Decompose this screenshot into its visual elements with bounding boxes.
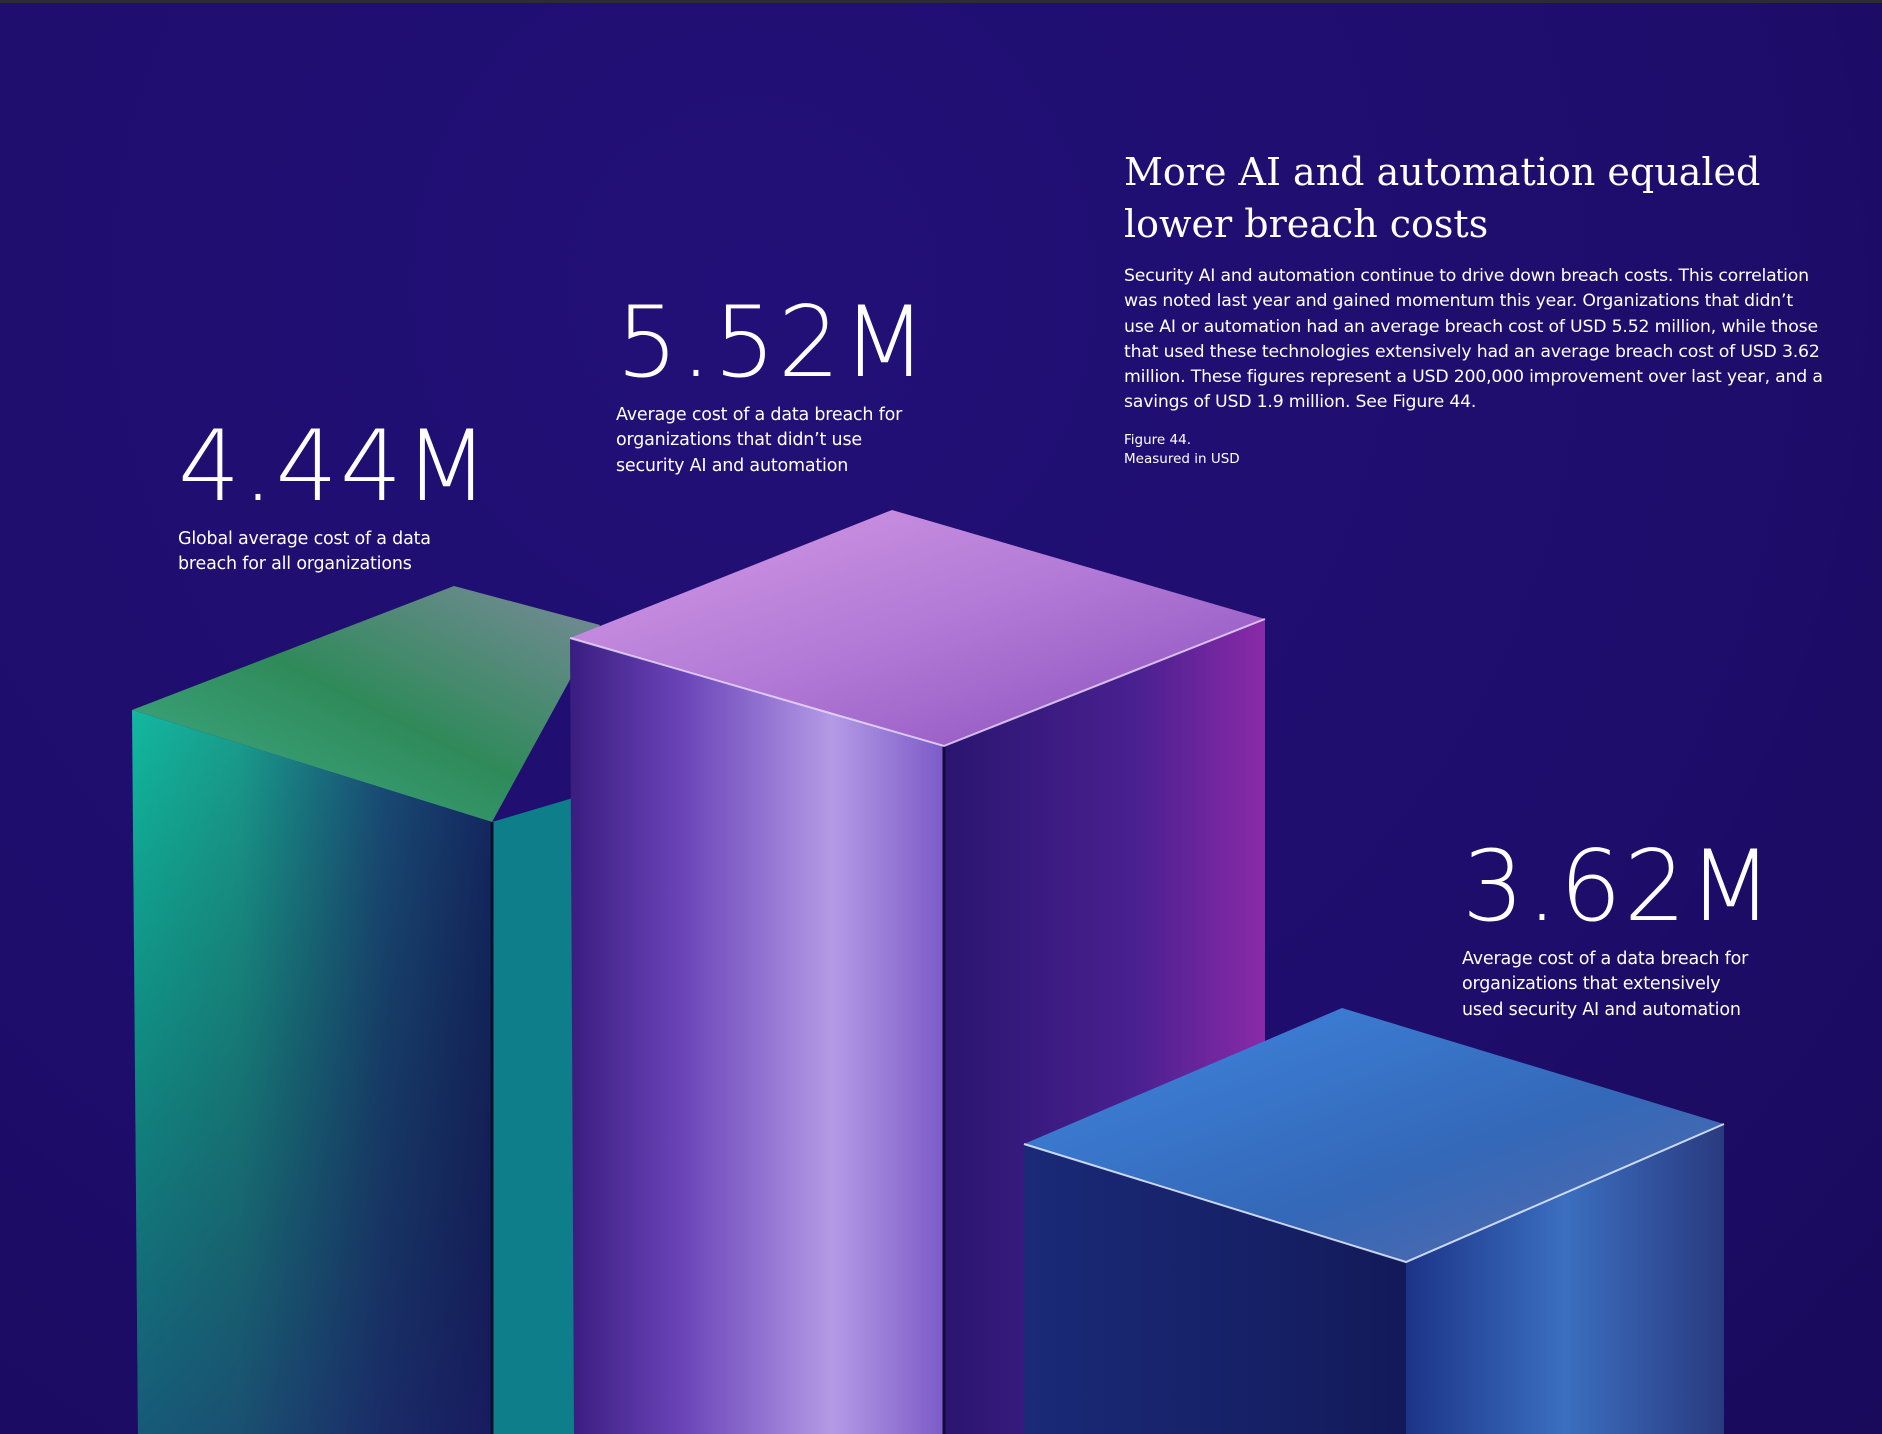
stat-no-ai: 5.52M Average cost of a data breach for … xyxy=(616,293,929,479)
bar-global-average xyxy=(132,586,600,1434)
bar-no-ai-left xyxy=(570,638,944,1434)
bar-extensive-ai-top xyxy=(1024,1008,1724,1262)
page-title: More AI and automation equaled lower bre… xyxy=(1124,150,1761,246)
bar-extensive-ai-left xyxy=(1024,1144,1406,1434)
stat-value: 5.52M xyxy=(616,286,929,400)
bar-global-top xyxy=(132,586,600,822)
stat-extensive-ai: 3.62M Average cost of a data breach for … xyxy=(1462,837,1775,1023)
bar-extensive-ai xyxy=(1023,1008,1725,1434)
bar-extensive-ai-top-edge xyxy=(1023,1123,1725,1264)
figure-caption: Figure 44. Measured in USD xyxy=(1124,431,1240,469)
figure-unit-note: Measured in USD xyxy=(1124,451,1240,467)
stat-caption: Average cost of a data breach for organi… xyxy=(616,405,903,476)
bar-no-ai-top-edge xyxy=(569,618,1266,748)
stat-value: 3.62M xyxy=(1462,830,1775,944)
stat-caption: Average cost of a data breach for organi… xyxy=(1462,949,1749,1020)
stat-global-average: 4.44M Global average cost of a data brea… xyxy=(178,417,491,578)
bar-global-front-shade xyxy=(132,710,492,1434)
stat-value: 4.44M xyxy=(178,410,491,524)
stat-caption: Global average cost of a data breach for… xyxy=(178,529,431,575)
bar-extensive-ai-right xyxy=(1406,1124,1724,1434)
body-text: Security AI and automation continue to d… xyxy=(1124,266,1823,413)
top-border xyxy=(0,0,1882,3)
figure-label: Figure 44. xyxy=(1124,432,1191,448)
